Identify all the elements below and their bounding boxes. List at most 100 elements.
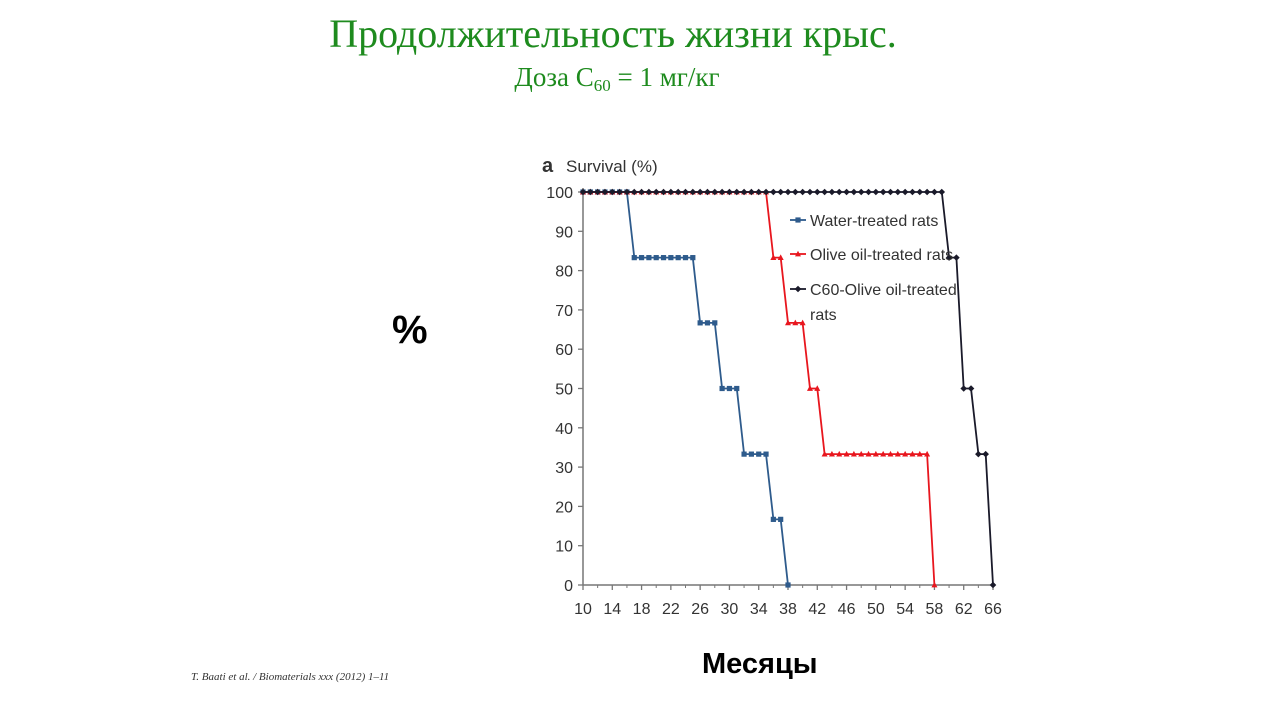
- data-point: [770, 188, 777, 196]
- data-point: [763, 451, 769, 457]
- data-point: [975, 450, 982, 458]
- data-point: [652, 188, 660, 196]
- series-3: [579, 188, 997, 589]
- data-point: [675, 255, 681, 261]
- x-unit-label: Месяцы: [702, 648, 818, 680]
- data-point: [726, 188, 733, 196]
- data-point: [631, 255, 637, 261]
- data-point: [616, 188, 623, 196]
- data-point: [843, 188, 850, 196]
- data-point: [704, 188, 711, 196]
- data-point: [894, 450, 901, 457]
- x-tick-label: 54: [896, 601, 914, 618]
- data-point: [960, 385, 968, 392]
- data-point: [792, 188, 799, 196]
- subtitle-subscript: 60: [593, 76, 611, 95]
- data-point: [872, 450, 879, 457]
- data-point: [777, 254, 784, 261]
- data-point: [850, 188, 858, 196]
- data-point: [741, 451, 747, 457]
- data-point: [902, 450, 909, 457]
- x-tick-label: 58: [926, 601, 944, 618]
- data-point: [755, 188, 763, 196]
- data-point: [982, 450, 989, 458]
- data-point: [924, 450, 931, 457]
- data-point: [872, 188, 880, 196]
- x-tick-label: 62: [955, 601, 973, 618]
- data-point: [770, 254, 777, 261]
- legend-item-3: C60-Olive oil-treated rats: [790, 282, 957, 324]
- data-point: [748, 188, 755, 196]
- data-point: [638, 255, 645, 261]
- data-point: [594, 188, 601, 196]
- legend-label: Olive oil-treated rats: [810, 247, 953, 264]
- data-point: [667, 188, 675, 196]
- x-tick-label: 38: [779, 601, 797, 618]
- data-point: [756, 451, 762, 457]
- data-point: [806, 188, 814, 196]
- data-point: [785, 319, 791, 326]
- data-point: [734, 385, 740, 392]
- y-tick-label: 80: [555, 264, 573, 281]
- data-point: [792, 319, 799, 326]
- x-tick-label: 26: [691, 601, 709, 618]
- data-point: [770, 516, 776, 522]
- panel-label: a: [542, 155, 554, 177]
- data-point: [901, 188, 909, 196]
- y-tick-label: 0: [564, 578, 573, 595]
- legend-swatch-marker: [794, 285, 802, 293]
- x-tick-label: 14: [603, 601, 621, 618]
- data-point: [718, 188, 726, 196]
- y-tick-label: 60: [555, 342, 573, 359]
- data-point: [836, 450, 843, 457]
- data-point: [587, 188, 594, 196]
- x-tick-label: 10: [574, 601, 592, 618]
- x-tick-label: 46: [838, 601, 856, 618]
- data-point: [719, 385, 725, 392]
- data-point: [690, 255, 696, 261]
- data-point: [740, 188, 748, 196]
- legend-swatch-marker: [795, 250, 801, 257]
- x-tick-label: 42: [808, 601, 826, 618]
- data-point: [646, 255, 652, 261]
- subtitle-prefix: Доза C: [514, 62, 594, 92]
- legend: Water-treated rats Olive oil-treated rats…: [790, 213, 957, 324]
- data-point: [689, 188, 697, 196]
- data-point: [828, 450, 835, 457]
- data-point: [785, 582, 791, 588]
- x-tick-label: 50: [867, 601, 885, 618]
- data-point: [682, 255, 689, 261]
- data-point: [865, 450, 872, 457]
- data-point: [821, 450, 828, 457]
- data-point: [989, 581, 997, 589]
- data-point: [623, 188, 631, 196]
- data-point: [696, 188, 704, 196]
- data-point: [638, 188, 645, 196]
- data-point: [821, 188, 828, 196]
- x-tick-label: 18: [633, 601, 651, 618]
- data-point: [887, 450, 894, 457]
- data-point: [909, 450, 916, 457]
- data-point: [828, 188, 836, 196]
- data-point: [953, 254, 960, 261]
- data-point: [850, 450, 857, 457]
- legend-label-cont: rats: [810, 307, 837, 324]
- data-point: [668, 255, 674, 261]
- data-point: [704, 320, 711, 326]
- y-tick-label: 20: [555, 499, 573, 516]
- data-point: [813, 188, 821, 196]
- legend-label: Water-treated rats: [810, 213, 938, 230]
- data-point: [653, 255, 659, 261]
- data-point: [857, 188, 865, 196]
- data-point: [726, 385, 733, 392]
- y-tick-label: 40: [555, 421, 573, 438]
- slide-title: Продолжительность жизни крыс.: [329, 11, 897, 56]
- y-tick-label: 90: [555, 224, 573, 241]
- data-point: [916, 188, 924, 196]
- data-point: [697, 320, 703, 326]
- y-unit-label: %: [392, 308, 428, 352]
- data-point: [879, 188, 887, 196]
- data-point: [931, 581, 938, 588]
